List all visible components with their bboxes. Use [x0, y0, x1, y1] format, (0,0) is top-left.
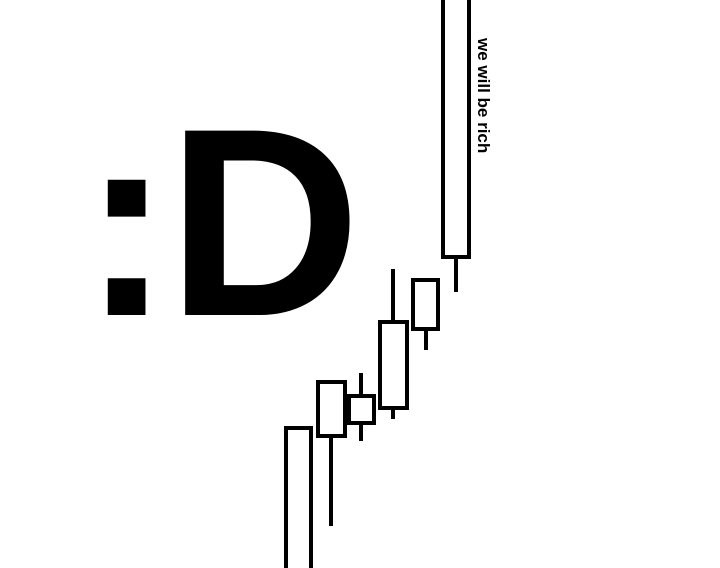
candle-2	[316, 380, 347, 526]
caption-text: we will be rich	[474, 38, 493, 154]
candle-5-body	[411, 278, 440, 331]
candle-3	[347, 373, 376, 441]
candle-4	[378, 269, 409, 419]
candle-4-body	[378, 320, 409, 410]
candle-2-body	[316, 380, 347, 438]
candle-1-body	[284, 426, 313, 568]
candle-3-body	[347, 394, 376, 425]
smiley-emoticon: :D	[82, 72, 361, 372]
candle-1	[284, 426, 313, 568]
candle-6	[441, 0, 471, 292]
candle-6-body	[441, 0, 471, 259]
candle-5	[411, 278, 440, 350]
